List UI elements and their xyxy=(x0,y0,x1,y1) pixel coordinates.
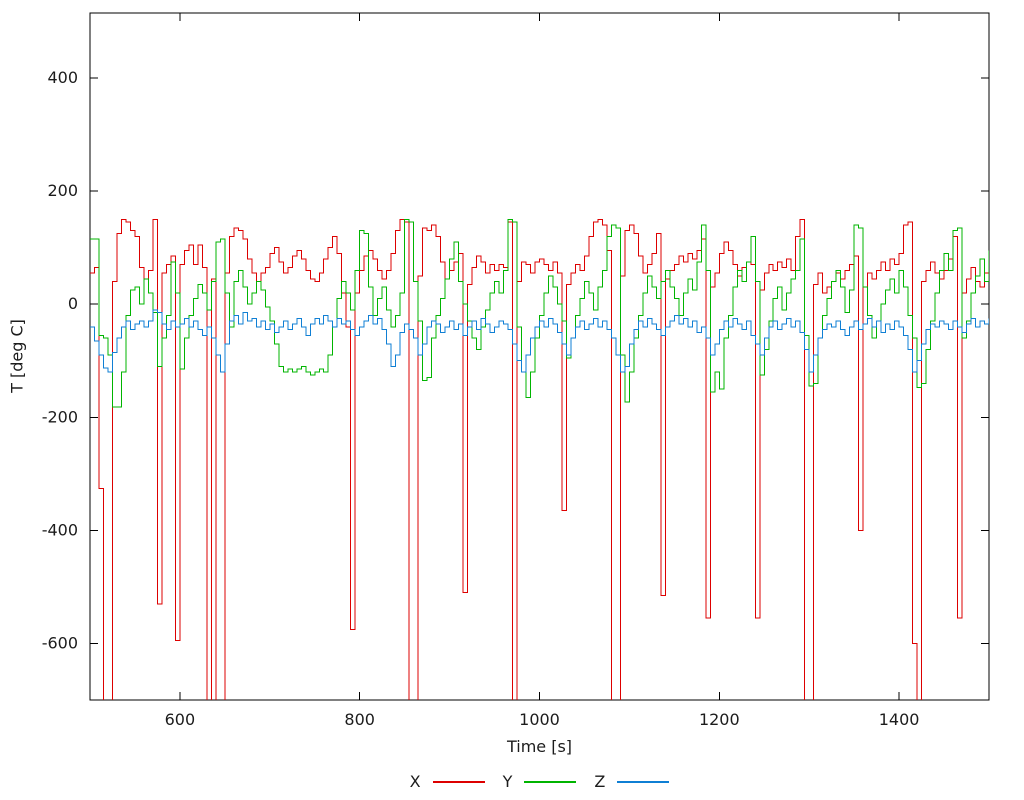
legend-line-sample-x xyxy=(432,780,485,783)
legend-item-y: Y xyxy=(503,772,577,791)
legend-line-sample-z xyxy=(617,780,670,783)
legend-item-z: Z xyxy=(594,772,670,791)
svg-text:800: 800 xyxy=(344,710,375,729)
svg-text:-400: -400 xyxy=(42,520,78,539)
svg-text:400: 400 xyxy=(47,68,78,87)
svg-text:200: 200 xyxy=(47,181,78,200)
svg-text:1400: 1400 xyxy=(879,710,920,729)
legend-label-z: Z xyxy=(594,772,606,791)
svg-text:-200: -200 xyxy=(42,407,78,426)
legend-item-x: X xyxy=(410,772,485,791)
svg-text:600: 600 xyxy=(165,710,196,729)
svg-text:1000: 1000 xyxy=(519,710,560,729)
svg-text:0: 0 xyxy=(68,294,78,313)
y-axis-title: T [deg C] xyxy=(7,319,27,393)
legend-label-x: X xyxy=(409,772,421,791)
svg-text:1200: 1200 xyxy=(699,710,740,729)
legend: X Y Z xyxy=(90,772,989,791)
svg-text:-600: -600 xyxy=(42,633,78,652)
legend-label-y: Y xyxy=(502,772,513,791)
x-axis-title: Time [s] xyxy=(506,737,573,756)
legend-line-sample-y xyxy=(524,780,577,783)
